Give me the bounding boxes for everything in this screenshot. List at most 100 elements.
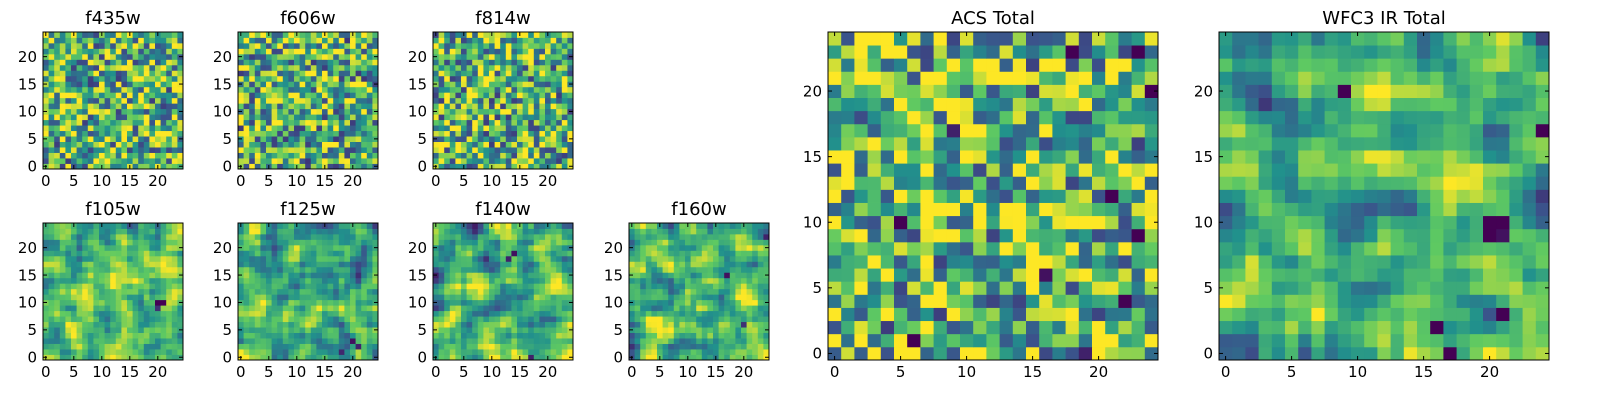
heatmap-cell xyxy=(867,202,882,217)
heatmap-cell xyxy=(629,316,635,323)
heatmap-cell xyxy=(143,152,150,159)
heatmap-cell xyxy=(149,316,156,323)
heatmap-cell xyxy=(266,233,272,240)
heatmap-cell xyxy=(449,59,456,66)
panel-title: f105w xyxy=(85,199,140,220)
heatmap-cell xyxy=(238,42,244,49)
heatmap-cell xyxy=(71,310,77,317)
heatmap-cell xyxy=(71,136,77,142)
heatmap-cell xyxy=(127,119,133,126)
heatmap-cell xyxy=(327,277,334,284)
heatmap-cell xyxy=(1065,189,1080,203)
heatmap-cell xyxy=(149,42,156,49)
heatmap-cell xyxy=(455,349,462,355)
heatmap-cell xyxy=(260,152,267,159)
heatmap-cell xyxy=(104,349,111,355)
heatmap-cell xyxy=(1078,163,1093,177)
heatmap-cell xyxy=(449,92,456,99)
heatmap-cell xyxy=(668,316,675,323)
heatmap-cell xyxy=(76,81,83,88)
heatmap-cell xyxy=(556,64,563,71)
heatmap-cell xyxy=(65,261,72,268)
heatmap-cell xyxy=(294,53,300,60)
heatmap-cell xyxy=(729,327,736,333)
heatmap-cell xyxy=(93,53,100,60)
heatmap-cell xyxy=(249,261,256,268)
heatmap-cell xyxy=(679,327,686,333)
heatmap-cell xyxy=(696,338,703,344)
heatmap-cell xyxy=(171,48,178,55)
heatmap-cell xyxy=(138,130,145,137)
heatmap-cell xyxy=(71,250,77,257)
x-tick-label: 20 xyxy=(734,363,753,381)
heatmap-cell xyxy=(561,266,568,273)
heatmap-cell xyxy=(1118,202,1132,217)
heatmap-cell xyxy=(48,125,55,132)
heatmap-cell xyxy=(127,272,133,279)
heatmap-cell xyxy=(277,141,284,148)
heatmap-cell xyxy=(54,283,61,290)
heatmap-cell xyxy=(254,299,261,306)
heatmap-cell xyxy=(645,321,652,328)
heatmap-cell xyxy=(115,119,122,126)
heatmap-cell xyxy=(277,130,284,137)
heatmap-cell xyxy=(99,108,105,115)
heatmap-cell xyxy=(71,321,77,328)
heatmap-cell xyxy=(132,233,139,240)
heatmap-cell xyxy=(645,266,652,273)
heatmap-cell xyxy=(556,136,563,142)
heatmap-cell xyxy=(327,261,334,268)
heatmap-cell xyxy=(338,233,345,240)
heatmap-cell xyxy=(455,310,462,317)
heatmap-cell xyxy=(87,86,94,93)
heatmap-cell xyxy=(1039,215,1053,230)
heatmap-cell xyxy=(545,255,551,262)
heatmap-cell xyxy=(673,272,680,279)
heatmap-cell xyxy=(143,305,150,312)
heatmap-cell xyxy=(299,64,306,71)
heatmap-cell xyxy=(316,327,323,333)
heatmap-cell xyxy=(690,272,697,279)
heatmap-cell xyxy=(166,53,173,60)
heatmap-cell xyxy=(322,332,328,339)
heatmap-cell xyxy=(1039,333,1053,348)
heatmap-cell xyxy=(305,152,312,159)
heatmap-cell xyxy=(449,136,456,142)
heatmap-cell xyxy=(533,343,540,350)
heatmap-cell xyxy=(238,266,244,273)
heatmap-cell xyxy=(361,86,368,93)
heatmap-cell xyxy=(93,114,100,121)
heatmap-cell xyxy=(143,233,150,240)
heatmap-cell xyxy=(841,215,855,230)
heatmap-cell xyxy=(54,244,61,251)
heatmap-cell xyxy=(305,321,312,328)
heatmap-cell xyxy=(545,86,551,93)
heatmap-cell xyxy=(545,64,551,71)
heatmap-cell xyxy=(121,354,128,361)
heatmap-cell xyxy=(960,268,974,282)
heatmap-cell xyxy=(651,277,658,284)
heatmap-cell xyxy=(366,233,373,240)
heatmap-cell xyxy=(854,228,868,243)
heatmap-cell xyxy=(171,108,178,115)
heatmap-cell xyxy=(561,321,568,328)
y-tick-label: 20 xyxy=(213,48,232,66)
heatmap-cell xyxy=(110,316,117,323)
heatmap-cell xyxy=(160,163,167,170)
heatmap-cell xyxy=(238,261,244,268)
heatmap-cell xyxy=(243,119,250,126)
heatmap-cell xyxy=(472,70,479,77)
heatmap-cell xyxy=(254,86,261,93)
heatmap-cell xyxy=(500,108,507,115)
heatmap-cell xyxy=(282,255,289,262)
y-tick-label: 20 xyxy=(408,239,427,257)
heatmap-cell xyxy=(433,310,439,317)
heatmap-cell xyxy=(160,244,167,251)
heatmap-cell xyxy=(567,239,574,246)
heatmap-cell xyxy=(629,332,635,339)
heatmap-cell xyxy=(104,255,111,262)
heatmap-cell xyxy=(243,75,250,82)
heatmap-cell xyxy=(567,321,574,328)
heatmap-cell xyxy=(132,261,139,268)
heatmap-cell xyxy=(288,108,295,115)
